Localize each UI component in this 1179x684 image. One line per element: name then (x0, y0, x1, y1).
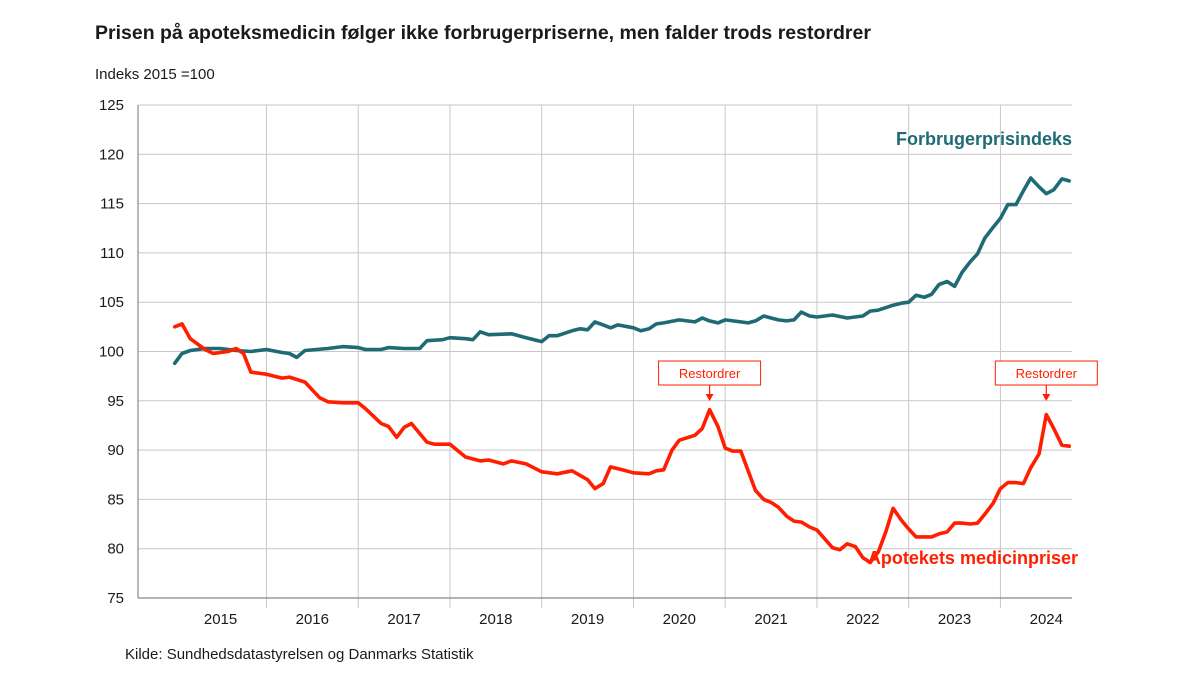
x-tick-label: 2016 (296, 611, 329, 628)
y-tick-label: 110 (100, 245, 124, 262)
x-tick-label: 2022 (846, 611, 879, 628)
chart-title: Prisen på apoteksmedicin følger ikke for… (95, 22, 871, 44)
y-tick-label: 85 (107, 491, 124, 508)
annotation-label: Restordrer (1016, 366, 1078, 381)
annotation-arrowhead (705, 394, 714, 401)
x-tick-label: 2018 (479, 611, 512, 628)
y-tick-label: 80 (107, 541, 124, 558)
x-tick-label: 2020 (663, 611, 696, 628)
series-label: Forbrugerprisindeks (896, 129, 1072, 149)
series-line-apotekets-medicinpriser (172, 322, 1071, 565)
annotation-label: Restordrer (679, 366, 741, 381)
x-tick-label: 2019 (571, 611, 604, 628)
x-tick-label: 2015 (204, 611, 237, 628)
y-tick-label: 90 (107, 442, 124, 459)
annotation-arrowhead (1042, 394, 1051, 401)
y-tick-label: 100 (99, 344, 124, 361)
y-tick-label: 105 (99, 294, 124, 311)
y-tick-label: 75 (107, 590, 124, 607)
series-label: Apotekets medicinpriser (868, 548, 1078, 568)
y-tick-label: 125 (99, 97, 124, 114)
annotation-box (658, 360, 762, 386)
y-tick-label: 115 (100, 196, 124, 213)
series-line-forbrugerprisindeks (172, 176, 1071, 366)
y-tick-label: 120 (99, 146, 124, 163)
x-tick-label: 2024 (1030, 611, 1063, 628)
x-tick-label: 2021 (754, 611, 787, 628)
x-tick-label: 2017 (387, 611, 420, 628)
y-tick-label: 95 (107, 393, 124, 410)
y-axis-unit-label: Indeks 2015 =100 (95, 66, 215, 83)
source-note: Kilde: Sundhedsdatastyrelsen og Danmarks… (125, 646, 474, 663)
x-tick-label: 2023 (938, 611, 971, 628)
